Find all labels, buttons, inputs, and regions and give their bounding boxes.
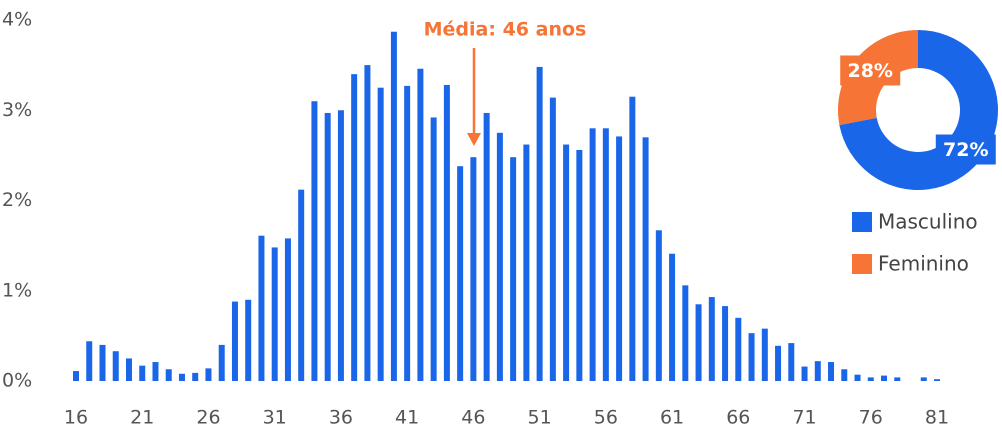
bar [139,365,146,381]
bar [775,345,782,381]
bar [99,344,106,381]
bar [894,377,901,381]
bar [828,362,835,381]
bar [722,306,729,381]
bar [695,304,702,381]
bar [324,112,331,382]
bar [761,328,768,381]
bar [337,110,344,381]
x-tick-label: 26 [196,407,220,429]
bar [231,301,238,381]
y-tick-label: 3% [2,99,32,121]
bar [205,368,212,381]
bar [867,377,874,381]
annotation: Média: 46 anos [424,19,587,41]
x-tick-label: 51 [528,407,552,429]
bar [298,189,305,381]
bar [735,317,742,381]
y-tick-label: 0% [2,370,32,392]
bar [934,379,940,381]
bar [430,117,437,381]
bar [271,247,278,381]
bar [655,230,662,381]
bar [218,344,225,381]
x-tick-label: 66 [726,407,750,429]
bar [73,371,79,381]
x-tick-label: 81 [925,407,949,429]
bar [86,341,93,381]
bar [496,132,503,381]
y-tick-label: 1% [2,279,32,301]
x-tick-label: 16 [64,407,88,429]
bar [841,369,848,381]
y-tick-label: 4% [2,9,32,31]
bar [616,136,623,381]
bar [788,343,795,381]
legend-swatch [852,254,872,274]
x-tick-label: 41 [395,407,419,429]
bar [814,361,821,381]
bar [165,369,172,381]
bar [854,374,861,381]
bar [536,66,543,382]
bar [549,97,556,382]
bar [284,238,291,381]
bar [523,144,530,381]
bar [642,137,649,381]
bar [920,377,927,381]
bar [364,65,371,381]
annotation-arrowhead [467,133,481,146]
bar [602,128,609,381]
bar [404,85,411,381]
bar [125,358,132,381]
bar [112,351,119,381]
value-label-box [935,134,996,165]
bar [801,366,808,381]
bar [457,166,464,381]
bar [682,285,689,381]
legend-swatch [852,212,872,232]
bar [311,101,318,381]
bar [258,235,265,381]
bar [443,84,450,381]
bar [377,87,384,381]
bar [417,68,424,382]
value-label: 72% [943,139,988,161]
x-tick-label: 21 [130,407,154,429]
bar [576,149,583,381]
value-label: 28% [847,60,892,82]
legend-label: Feminino [878,252,969,276]
x-tick-label: 46 [461,407,485,429]
bar [748,333,755,381]
x-tick-label: 36 [329,407,353,429]
x-tick-label: 76 [859,407,883,429]
value-label-box [840,55,901,86]
bar [881,375,888,381]
bar [470,157,477,381]
bar [589,128,596,381]
x-tick-label: 61 [660,407,684,429]
x-tick-label: 71 [792,407,816,429]
bar [351,74,358,382]
x-tick-label: 31 [263,407,287,429]
bar [192,372,199,381]
bar [152,362,159,381]
bar [390,31,397,381]
bar [245,299,252,381]
bar [629,96,636,382]
bar [483,112,490,382]
legend-label: Masculino [878,210,978,234]
bar [669,253,676,381]
bar [178,373,185,381]
bar [708,297,715,381]
y-tick-label: 2% [2,189,32,211]
bar [510,157,517,381]
x-tick-label: 56 [594,407,618,429]
bar [563,144,570,381]
